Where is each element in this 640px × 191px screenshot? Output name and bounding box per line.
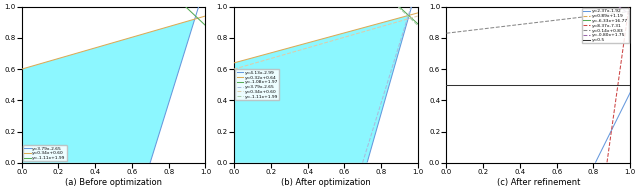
Line: y=-1.11x+1.99: y=-1.11x+1.99: [398, 7, 418, 25]
y=0.5: [531, 84, 539, 86]
y=0.14x+0.83: [552, 19, 559, 21]
y=4.13x-2.99: [381, 100, 388, 102]
y=0.5: [622, 84, 630, 86]
y=-1.11x+1.99: [197, 20, 205, 22]
y=2.37x-1.92: [627, 91, 634, 94]
Line: y=-0.80x+1.75: y=-0.80x+1.75: [619, 7, 630, 15]
y=0.32x+0.64: [381, 21, 388, 23]
X-axis label: (b) After optimization: (b) After optimization: [281, 178, 371, 187]
y=0.32x+0.64: [340, 32, 348, 34]
Line: y=4.13x-2.99: y=4.13x-2.99: [367, 7, 412, 162]
y=0.32x+0.64: [317, 38, 325, 40]
Line: y=0.34x+0.60: y=0.34x+0.60: [234, 16, 418, 69]
y=0.14x+0.83: [622, 11, 630, 13]
y=0.32x+0.64: [330, 35, 337, 37]
y=0.34x+0.60: [230, 68, 238, 70]
y=0.5: [443, 84, 451, 86]
y=0.34x+0.60: [18, 68, 26, 70]
y=0.14x+0.83: [542, 20, 550, 23]
y=-1.11x+1.99: [414, 24, 422, 27]
Legend: y=2.37x-1.92, y=0.89x+1.19, y=-6.33x+16.77, y=8.37x-7.31, y=0.14x+0.83, y=-0.80x: y=2.37x-1.92, y=0.89x+1.19, y=-6.33x+16.…: [582, 8, 629, 43]
y=-1.08x+1.97: [410, 19, 417, 21]
y=0.32x+0.64: [414, 12, 422, 14]
Line: y=8.37x-7.31: y=8.37x-7.31: [607, 8, 628, 162]
y=-1.11x+1.99: [410, 20, 417, 22]
Polygon shape: [234, 15, 409, 163]
y=0.5: [542, 84, 550, 86]
y=3.79x-2.65: [168, 90, 176, 93]
Polygon shape: [627, 12, 628, 13]
Line: y=0.34x+0.60: y=0.34x+0.60: [22, 16, 205, 69]
y=0.5: [627, 84, 634, 86]
y=0.34x+0.60: [127, 36, 135, 39]
Line: y=3.79x-2.65: y=3.79x-2.65: [150, 7, 198, 163]
y=0.34x+0.60: [202, 15, 209, 17]
y=0.34x+0.60: [414, 15, 422, 17]
y=0.34x+0.60: [330, 39, 337, 42]
y=2.37x-1.92: [593, 158, 601, 160]
y=0.34x+0.60: [105, 43, 113, 45]
Line: y=-1.08x+1.97: y=-1.08x+1.97: [399, 7, 418, 24]
X-axis label: (a) Before optimization: (a) Before optimization: [65, 178, 162, 187]
y=0.34x+0.60: [117, 39, 125, 42]
y=0.14x+0.83: [531, 22, 539, 24]
y=0.34x+0.60: [168, 24, 176, 27]
y=-0.80x+1.75: [622, 10, 630, 13]
y=0.5: [593, 84, 601, 86]
y=0.34x+0.60: [317, 43, 325, 45]
y=-1.08x+1.97: [414, 23, 422, 25]
y=2.37x-1.92: [622, 100, 630, 103]
Line: y=0.32x+0.64: y=0.32x+0.64: [234, 13, 418, 63]
y=0.32x+0.64: [410, 13, 417, 15]
y=0.14x+0.83: [443, 32, 451, 34]
y=0.34x+0.60: [410, 16, 417, 19]
y=0.14x+0.83: [593, 14, 601, 16]
y=8.37x-7.31: [622, 28, 630, 30]
y=0.14x+0.83: [627, 10, 634, 12]
Legend: y=3.79x-2.65, y=0.34x+0.60, y=-1.11x+1.99: y=3.79x-2.65, y=0.34x+0.60, y=-1.11x+1.9…: [23, 145, 67, 161]
y=0.34x+0.60: [340, 36, 348, 39]
Line: y=2.37x-1.92: y=2.37x-1.92: [596, 93, 630, 162]
y=0.32x+0.64: [319, 38, 326, 40]
Legend: y=4.13x-2.99, y=0.32x+0.64, y=-1.08x+1.97, y=3.79x-2.65, y=0.34x+0.60, y=-1.11x+: y=4.13x-2.99, y=0.32x+0.64, y=-1.08x+1.9…: [236, 69, 280, 100]
y=0.5: [552, 84, 559, 86]
y=-1.11x+1.99: [202, 24, 209, 27]
y=0.34x+0.60: [381, 24, 388, 27]
y=0.34x+0.60: [319, 42, 326, 45]
X-axis label: (c) After refinement: (c) After refinement: [497, 178, 580, 187]
Line: y=3.79x-2.65: y=3.79x-2.65: [363, 7, 411, 163]
Line: y=-1.11x+1.99: y=-1.11x+1.99: [186, 7, 205, 25]
y=0.34x+0.60: [106, 42, 114, 45]
y=3.79x-2.65: [381, 90, 388, 93]
y=0.14x+0.83: [530, 22, 538, 24]
Polygon shape: [22, 19, 195, 163]
y=0.32x+0.64: [230, 62, 238, 64]
Line: y=0.14x+0.83: y=0.14x+0.83: [447, 11, 630, 33]
y=-0.80x+1.75: [627, 13, 634, 16]
y=0.5: [530, 84, 538, 86]
y=0.34x+0.60: [197, 16, 205, 19]
